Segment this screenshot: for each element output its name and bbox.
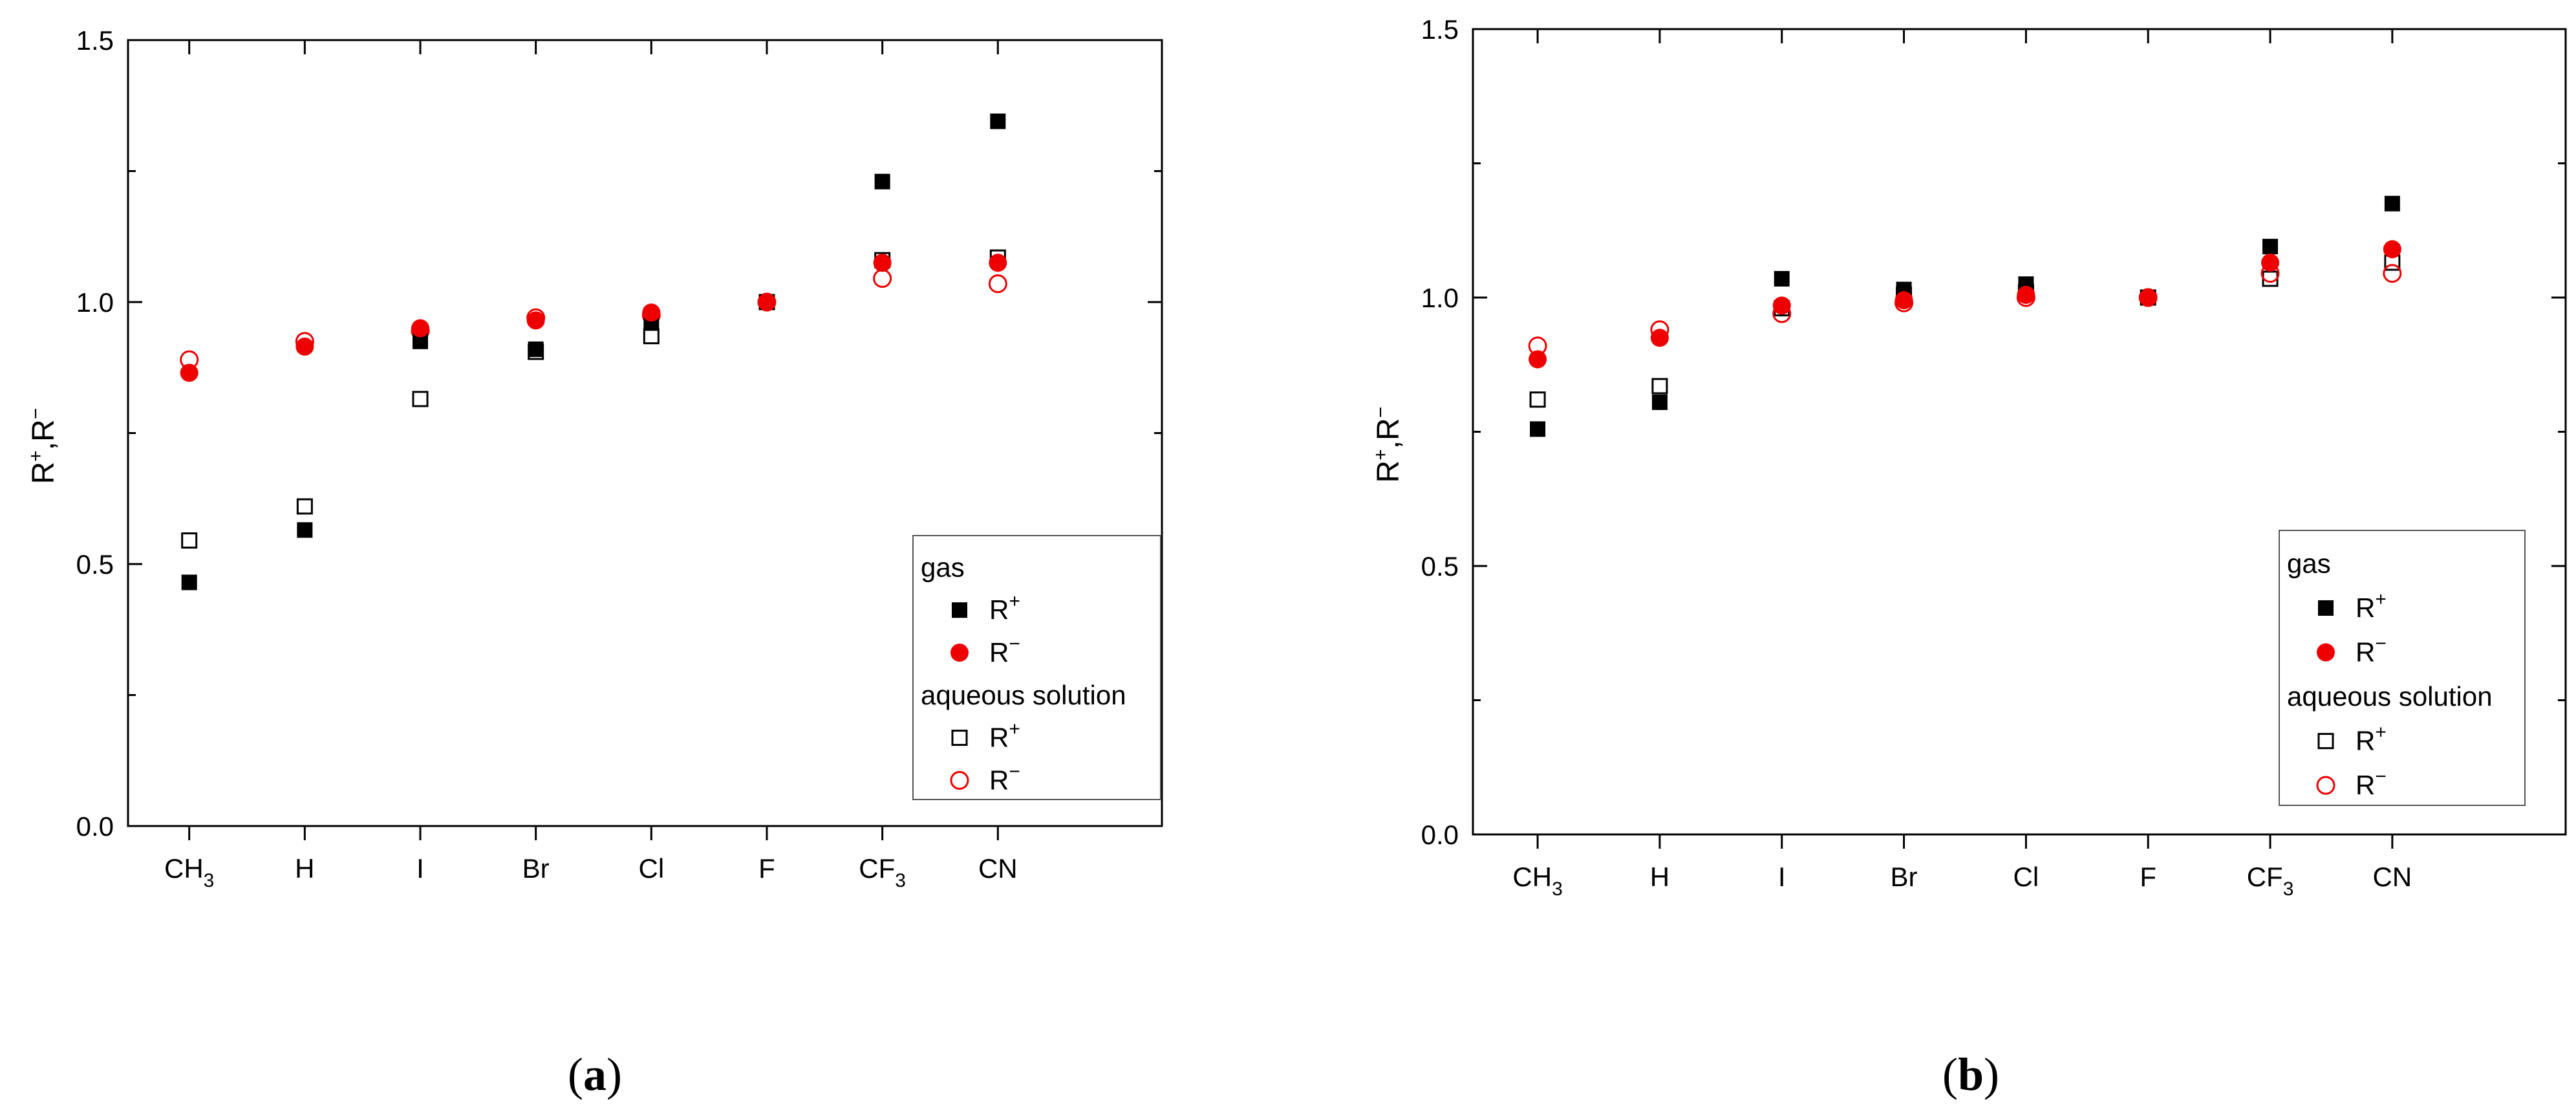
legend-aqueous-rplus-label: R+ xyxy=(989,719,1020,753)
point-gas-r--cn xyxy=(990,113,1006,129)
x-tick-label-br: Br xyxy=(522,853,550,884)
point-aqueous-solution-r--cf3 xyxy=(2262,270,2279,287)
x-tick-label-f: F xyxy=(2140,862,2156,892)
point-gas-r--ch3 xyxy=(181,574,197,591)
legend-aqueous-rplus-marker xyxy=(2317,733,2334,750)
point-aqueous-solution-r--ch3 xyxy=(1529,391,1546,408)
point-gas-r--cn xyxy=(989,254,1007,272)
y-tick-label: 1.0 xyxy=(1421,283,1459,313)
point-gas-r--h xyxy=(1650,329,1669,347)
x-tick-label-cf3: CF3 xyxy=(2247,862,2294,900)
panel-label-a: (a) xyxy=(568,1049,622,1100)
point-aqueous-solution-r--h xyxy=(296,498,313,515)
legend-aqueous-header: aqueous solution xyxy=(921,680,1126,710)
y-axis-label: R+,R− xyxy=(25,408,61,484)
point-gas-r--h xyxy=(1651,394,1668,410)
x-tick-label-i: I xyxy=(416,853,424,884)
chart-panel-a: 0.0 0.5 1.0 1.5 CH3 H I Br Cl F CF3 CN R+,R− gas R+ R− a… xyxy=(25,25,1163,891)
x-tick-label-i: I xyxy=(1778,862,1786,892)
point-gas-r--i xyxy=(1772,296,1791,315)
point-aqueous-solution-r--i xyxy=(412,391,429,408)
x-tick-label-f: F xyxy=(758,853,775,884)
x-tick-label-ch3: CH3 xyxy=(164,853,214,891)
point-gas-r--i xyxy=(411,319,430,338)
point-gas-r--cl xyxy=(642,303,661,322)
x-tick-label-h: H xyxy=(1650,862,1669,892)
y-tick-label: 0.0 xyxy=(76,811,114,842)
point-gas-r--f xyxy=(2139,288,2158,307)
x-tick-label-br: Br xyxy=(1891,862,1918,892)
point-gas-r--ch3 xyxy=(180,364,199,382)
legend-gas-rplus-label: R+ xyxy=(2356,589,2387,623)
point-gas-r--cf3 xyxy=(2261,254,2280,272)
x-tick-label-cl: Cl xyxy=(2013,862,2039,892)
y-tick-label: 1.5 xyxy=(1421,14,1459,45)
point-gas-r--cf3 xyxy=(874,173,890,190)
legend-gas-rplus-label: R+ xyxy=(989,591,1020,625)
point-gas-r--f xyxy=(757,293,776,311)
point-aqueous-solution-r--ch3 xyxy=(181,532,198,549)
point-gas-r--cn xyxy=(2383,240,2401,259)
point-gas-r--cl xyxy=(2017,285,2035,304)
point-aqueous-solution-r--h xyxy=(1651,378,1668,395)
legend-gas-header: gas xyxy=(921,552,965,582)
panel-label-b: (b) xyxy=(1942,1049,1999,1100)
point-gas-r--ch3 xyxy=(1530,421,1546,437)
point-gas-r--cf3 xyxy=(873,254,892,272)
legend: gas R+ R− aqueous solution R+ R− xyxy=(912,535,1161,800)
legend-aqueous-header: aqueous solution xyxy=(2287,681,2493,712)
point-aqueous-solution-r--cn xyxy=(988,274,1007,294)
legend-gas-rminus-marker xyxy=(2317,643,2335,662)
point-gas-r--cf3 xyxy=(2262,239,2279,255)
legend-aqueous-rplus-label: R+ xyxy=(2356,722,2387,756)
chart-panel-b: 0.0 0.5 1.0 1.5 CH3 H I Br Cl F CF3 CN R+,R− gas R+ R− a… xyxy=(1370,14,2567,900)
y-tick-label: 1.5 xyxy=(76,25,114,56)
x-tick-label-cf3: CF3 xyxy=(859,853,906,891)
legend-gas-header: gas xyxy=(2287,548,2331,578)
point-gas-r--h xyxy=(297,522,313,538)
legend-gas-rminus-label: R− xyxy=(2356,633,2387,668)
y-tick-label: 0.5 xyxy=(76,549,114,580)
point-gas-r--br xyxy=(526,311,545,330)
legend-aqueous-rplus-marker xyxy=(951,730,968,746)
point-aqueous-solution-r--cl xyxy=(643,328,660,345)
point-gas-r--ch3 xyxy=(1529,350,1547,369)
legend-aqueous-rminus-label: R− xyxy=(989,761,1020,795)
point-aqueous-solution-r--cf3 xyxy=(873,269,892,288)
legend-box xyxy=(912,535,1161,800)
legend-aqueous-rminus-marker xyxy=(2316,776,2335,795)
x-tick-label-h: H xyxy=(295,853,314,884)
y-axis-label: R+,R− xyxy=(1370,407,1406,483)
legend-aqueous-rminus-marker xyxy=(950,770,969,790)
y-tick-label: 0.5 xyxy=(1421,551,1459,582)
legend-gas-rplus-marker xyxy=(952,602,967,618)
point-aqueous-solution-r--cn xyxy=(2383,264,2402,283)
legend-gas-rminus-marker xyxy=(950,643,969,662)
legend-gas-rplus-marker xyxy=(2318,600,2334,616)
point-gas-r--br xyxy=(1894,291,1913,310)
legend-aqueous-rminus-label: R− xyxy=(2356,766,2387,800)
x-tick-label-cn: CN xyxy=(978,853,1018,884)
x-tick-label-cn: CN xyxy=(2373,862,2412,892)
point-gas-r--cn xyxy=(2384,195,2400,212)
legend: gas R+ R− aqueous solution R+ R− xyxy=(2279,530,2526,806)
point-gas-r--i xyxy=(1774,270,1790,287)
legend-box xyxy=(2279,530,2526,806)
point-gas-r--h xyxy=(295,337,314,356)
x-tick-label-cl: Cl xyxy=(638,853,664,884)
y-tick-label: 1.0 xyxy=(76,287,114,318)
point-gas-r--br xyxy=(528,341,544,357)
y-tick-label: 0.0 xyxy=(1421,820,1459,850)
legend-gas-rminus-label: R− xyxy=(989,633,1020,668)
x-tick-label-ch3: CH3 xyxy=(1512,862,1562,900)
